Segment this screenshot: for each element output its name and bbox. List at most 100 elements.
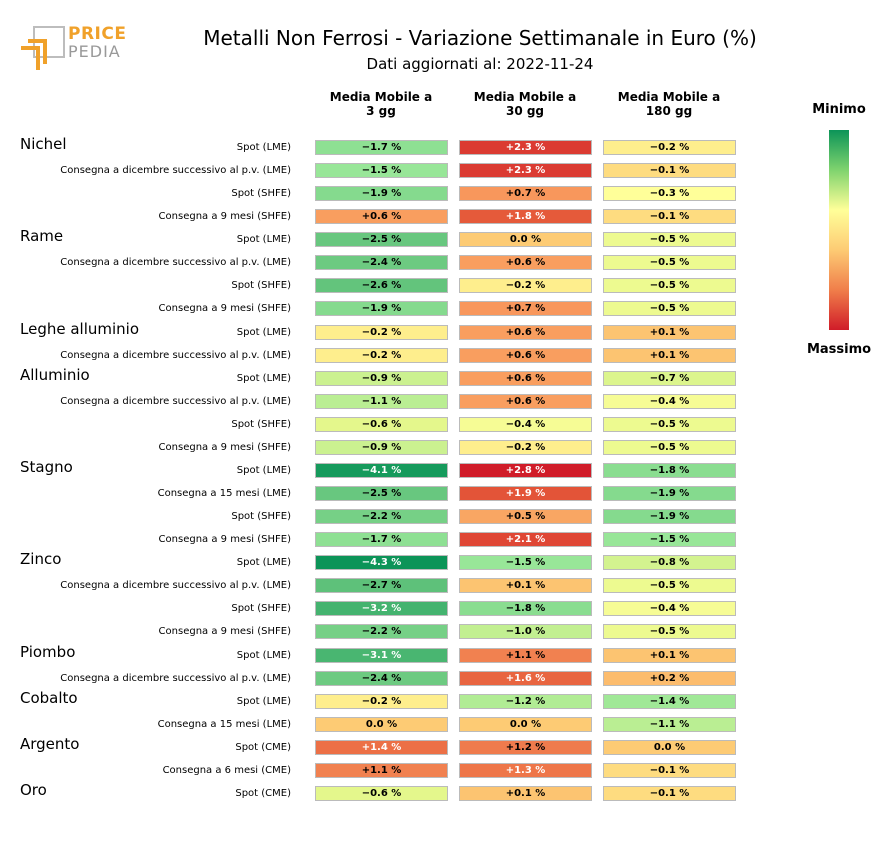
heatmap-cell: 0.0 % — [315, 716, 448, 732]
heatmap-cell: −0.2 % — [603, 140, 736, 155]
heatmap-cell: −4.1 % — [315, 462, 448, 478]
group-label: Stagno — [20, 457, 73, 476]
heatmap-cell: −1.5 % — [459, 555, 592, 571]
heatmap-cell: −2.2 % — [315, 509, 448, 525]
heatmap-cell: +0.6 % — [459, 370, 592, 386]
heatmap-cell: −1.9 % — [603, 486, 736, 502]
heatmap-cell: −0.6 % — [315, 416, 448, 432]
heatmap-cell: −1.8 % — [603, 462, 736, 478]
row-label: Spot (SHFE) — [231, 280, 291, 292]
heatmap-cell: +0.2 % — [603, 670, 736, 686]
row-label: Spot (LME) — [236, 695, 291, 707]
heatmap-cell: +1.6 % — [459, 670, 592, 686]
heatmap-cell: −1.5 % — [603, 532, 736, 548]
heatmap-cell: −0.8 % — [603, 555, 736, 571]
heatmap-cell: +2.3 % — [459, 163, 592, 179]
row-label: Consegna a 15 mesi (LME) — [157, 488, 291, 500]
heatmap-cell: +0.1 % — [459, 578, 592, 594]
heatmap-cell: −1.8 % — [459, 601, 592, 617]
heatmap-cell: −0.5 % — [603, 578, 736, 594]
row-label: Spot (LME) — [236, 557, 291, 569]
heatmap-cell: +0.6 % — [459, 324, 592, 340]
legend-max-label: Massimo — [806, 342, 872, 357]
row-label: Spot (CME) — [235, 787, 291, 799]
heatmap-cell: +2.1 % — [459, 532, 592, 548]
row-label: Spot (LME) — [236, 649, 291, 661]
row-label: Spot (SHFE) — [231, 603, 291, 615]
row-label: Spot (LME) — [236, 326, 291, 338]
heatmap-cell: −1.9 % — [315, 186, 448, 202]
column-header: Media Mobile a 180 gg — [617, 90, 721, 118]
heatmap-cell: −0.9 % — [315, 370, 448, 386]
heatmap-cell: +0.6 % — [459, 347, 592, 363]
heatmap-cell: −0.2 % — [315, 347, 448, 363]
row-label: Consegna a 9 mesi (SHFE) — [158, 626, 291, 638]
heatmap-cell: −0.2 % — [459, 278, 592, 294]
heatmap-cell: −0.5 % — [603, 301, 736, 317]
heatmap-cell: −1.4 % — [603, 693, 736, 709]
group-label: Nichel — [20, 135, 67, 153]
row-label: Spot (LME) — [236, 142, 291, 153]
heatmap-cell: +0.7 % — [459, 186, 592, 202]
heatmap-cell: −1.1 % — [603, 716, 736, 732]
heatmap-cell: +0.5 % — [459, 509, 592, 525]
heatmap-cell: −0.4 % — [603, 393, 736, 409]
chart-subtitle: Dati aggiornati al: 2022-11-24 — [366, 55, 594, 73]
row-label: Consegna a dicembre successivo al p.v. (… — [60, 165, 291, 177]
heatmap-cell: 0.0 % — [459, 716, 592, 732]
heatmap-cell: −0.7 % — [603, 370, 736, 386]
group-label: Oro — [20, 780, 47, 799]
row-label: Consegna a 6 mesi (CME) — [162, 764, 291, 776]
heatmap-cell: +0.6 % — [459, 255, 592, 271]
heatmap-cell: −1.5 % — [315, 163, 448, 179]
row-label: Spot (LME) — [236, 234, 291, 246]
heatmap-cell: +2.3 % — [459, 140, 592, 155]
heatmap-cell: +1.2 % — [459, 739, 592, 755]
heatmap-cell: −0.2 % — [315, 324, 448, 340]
heatmap-cell: −0.4 % — [603, 601, 736, 617]
group-label: Rame — [20, 227, 64, 246]
heatmap-cell: −4.3 % — [315, 555, 448, 571]
row-label: Spot (SHFE) — [231, 511, 291, 523]
row-label: Spot (CME) — [235, 741, 291, 753]
heatmap-cell: −0.9 % — [315, 439, 448, 455]
row-label: Spot (SHFE) — [231, 418, 291, 430]
row-label: Spot (SHFE) — [231, 188, 291, 200]
logo-mark-icon — [21, 26, 65, 70]
heatmap-cell: −0.1 % — [603, 209, 736, 225]
row-label: Consegna a dicembre successivo al p.v. (… — [60, 257, 291, 269]
heatmap-cell: −3.2 % — [315, 601, 448, 617]
group-label: Cobalto — [20, 688, 78, 707]
heatmap-cell: +2.8 % — [459, 462, 592, 478]
column-header: Media Mobile a 30 gg — [473, 90, 577, 118]
heatmap-cell: −1.9 % — [603, 509, 736, 525]
heatmap-cell: −2.2 % — [315, 624, 448, 640]
legend-colorbar — [829, 130, 849, 330]
logo-word-price: PRICE — [68, 24, 127, 44]
group-label: Piombo — [20, 642, 76, 661]
heatmap-cell: +0.1 % — [603, 347, 736, 363]
group-label: Leghe alluminio — [20, 319, 140, 338]
row-label: Consegna a 9 mesi (SHFE) — [158, 441, 291, 453]
heatmap-cell: −0.1 % — [603, 163, 736, 179]
heatmap-cell: −0.2 % — [459, 439, 592, 455]
logo-word-pedia: PEDIA — [68, 42, 121, 61]
row-label: Consegna a dicembre successivo al p.v. (… — [60, 672, 291, 684]
row-label: Consegna a 9 mesi (SHFE) — [158, 211, 291, 223]
heatmap-cell: −1.9 % — [315, 301, 448, 317]
heatmap-cell: −2.4 % — [315, 255, 448, 271]
heatmap-cell: +0.1 % — [603, 324, 736, 340]
heatmap-cell: −0.1 % — [603, 785, 736, 801]
group-label: Zinco — [20, 550, 62, 569]
heatmap-cell: +0.6 % — [315, 209, 448, 225]
heatmap-cell: −1.7 % — [315, 140, 448, 155]
heatmap-cell: −1.7 % — [315, 532, 448, 548]
row-label: Consegna a 15 mesi (LME) — [157, 718, 291, 730]
heatmap-cell: −2.5 % — [315, 232, 448, 248]
group-label: Argento — [20, 734, 80, 753]
heatmap-cell: +0.1 % — [603, 647, 736, 663]
heatmap-cell: +1.1 % — [315, 762, 448, 778]
heatmap-cell: −2.7 % — [315, 578, 448, 594]
heatmap-cell: −0.3 % — [603, 186, 736, 202]
heatmap-cell: +1.1 % — [459, 647, 592, 663]
